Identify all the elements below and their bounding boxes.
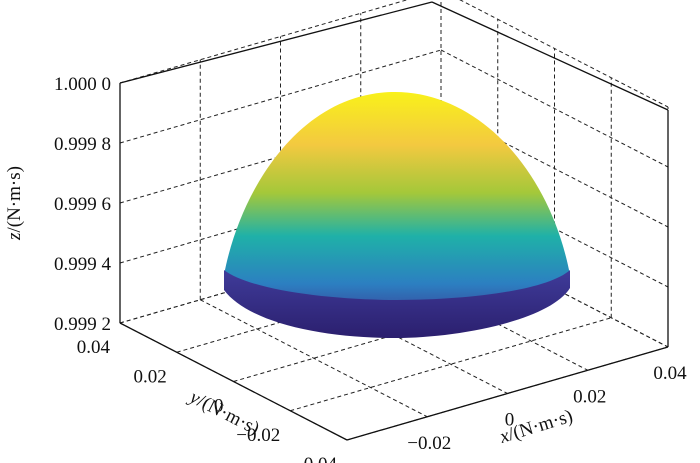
surface-cap: [224, 92, 570, 338]
y-axis-label: y/(N·m·s): [185, 386, 263, 440]
z-tick-label: 0.999 6: [54, 194, 111, 215]
z-tick-label: 1.000 0: [54, 74, 111, 95]
surface-rim: [224, 270, 570, 338]
x-axis-line: [346, 346, 669, 441]
y-axis-line: [119, 322, 348, 441]
z-axis-label: z/(N·m·s): [4, 166, 25, 241]
tick-labels: 1.000 00.999 80.999 60.999 40.999 20.040…: [54, 74, 687, 463]
y-tick-label: 0.04: [77, 337, 111, 358]
back-top-right-edge: [431, 1, 669, 111]
grid-line-x-floor: [200, 299, 428, 418]
x-tick-label: 0.02: [573, 386, 606, 407]
z-tick-label: 0.999 8: [54, 134, 111, 155]
x-tick-label: 0: [505, 410, 515, 431]
y-tick-label: 0.02: [134, 366, 167, 387]
x-tick-label: 0.04: [653, 363, 687, 384]
z-tick-label: 0.999 2: [54, 314, 111, 335]
z-tick-label: 0.999 4: [54, 254, 112, 275]
y-tick-label: −0.04: [293, 454, 337, 463]
surface-body: [224, 92, 570, 332]
back-top-left-edge: [119, 1, 433, 84]
x-tick-label: −0.02: [407, 433, 451, 454]
y-tick-label: 0: [214, 396, 224, 417]
y-tick-label: −0.02: [236, 425, 280, 446]
grid-line-z-backwall: [440, 49, 669, 168]
axes-box: [119, 1, 669, 441]
